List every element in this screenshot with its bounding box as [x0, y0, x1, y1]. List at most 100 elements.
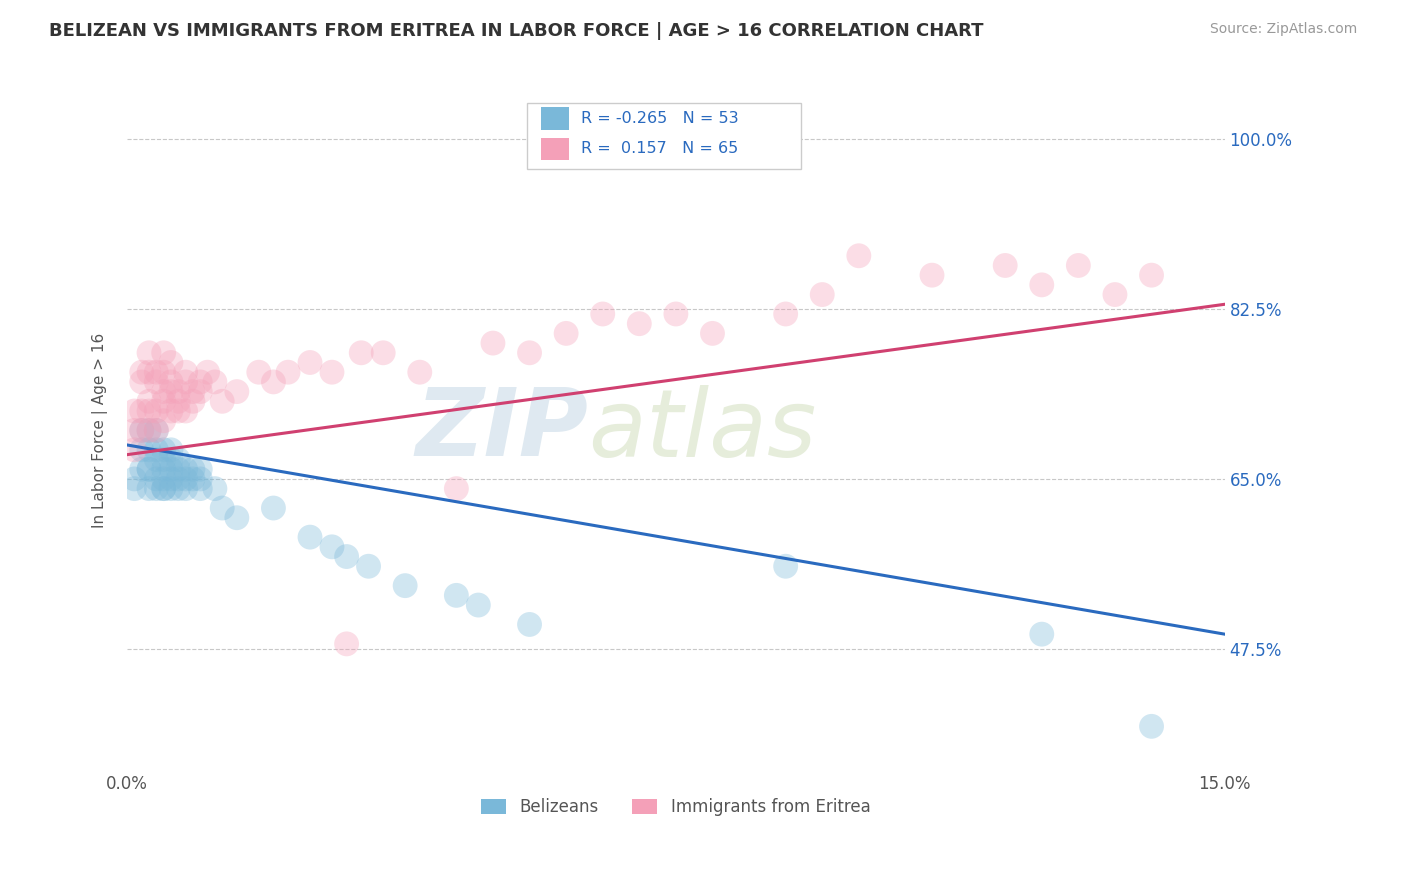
- Text: ZIP: ZIP: [415, 384, 588, 476]
- Text: R =  0.157   N = 65: R = 0.157 N = 65: [581, 142, 738, 156]
- Point: [160, 442, 183, 457]
- Point: [1140, 719, 1163, 733]
- Point: [321, 365, 343, 379]
- Point: [373, 346, 395, 360]
- Point: [665, 307, 688, 321]
- Point: [321, 540, 343, 554]
- Point: [446, 482, 468, 496]
- Point: [138, 365, 160, 379]
- Point: [181, 384, 204, 399]
- Point: [145, 424, 167, 438]
- Point: [519, 617, 541, 632]
- Point: [167, 384, 190, 399]
- Point: [131, 424, 153, 438]
- Point: [145, 452, 167, 467]
- Point: [1031, 277, 1053, 292]
- Point: [225, 510, 247, 524]
- Legend: Belizeans, Immigrants from Eritrea: Belizeans, Immigrants from Eritrea: [475, 791, 877, 822]
- Point: [145, 365, 167, 379]
- Point: [131, 462, 153, 476]
- Point: [188, 384, 211, 399]
- Y-axis label: In Labor Force | Age > 16: In Labor Force | Age > 16: [93, 333, 108, 528]
- Point: [152, 452, 174, 467]
- Point: [174, 462, 197, 476]
- Text: R = -0.265   N = 53: R = -0.265 N = 53: [581, 112, 738, 126]
- Point: [811, 287, 834, 301]
- Point: [167, 482, 190, 496]
- Point: [350, 346, 373, 360]
- Point: [167, 462, 190, 476]
- Point: [160, 462, 183, 476]
- Point: [298, 355, 321, 369]
- Point: [204, 375, 226, 389]
- Point: [336, 637, 359, 651]
- Point: [174, 472, 197, 486]
- Point: [394, 579, 416, 593]
- Point: [181, 472, 204, 486]
- Point: [1104, 287, 1126, 301]
- Point: [1031, 627, 1053, 641]
- Point: [160, 452, 183, 467]
- Point: [174, 375, 197, 389]
- Point: [138, 482, 160, 496]
- Point: [262, 375, 284, 389]
- Point: [775, 559, 797, 574]
- Point: [160, 375, 183, 389]
- Point: [702, 326, 724, 341]
- Point: [225, 384, 247, 399]
- Point: [1067, 259, 1090, 273]
- Point: [775, 307, 797, 321]
- Point: [138, 462, 160, 476]
- Point: [211, 501, 233, 516]
- Point: [592, 307, 614, 321]
- Point: [160, 472, 183, 486]
- Point: [138, 442, 160, 457]
- Point: [152, 414, 174, 428]
- Point: [152, 482, 174, 496]
- Point: [181, 462, 204, 476]
- Point: [124, 424, 146, 438]
- Point: [357, 559, 380, 574]
- Point: [174, 365, 197, 379]
- Point: [124, 442, 146, 457]
- Point: [131, 424, 153, 438]
- Point: [174, 482, 197, 496]
- Point: [197, 365, 219, 379]
- Point: [145, 442, 167, 457]
- Point: [138, 462, 160, 476]
- Point: [152, 462, 174, 476]
- Point: [204, 482, 226, 496]
- Point: [247, 365, 270, 379]
- Point: [124, 482, 146, 496]
- Point: [167, 472, 190, 486]
- Point: [145, 424, 167, 438]
- Point: [131, 365, 153, 379]
- Point: [160, 355, 183, 369]
- Point: [160, 384, 183, 399]
- Point: [131, 442, 153, 457]
- Point: [145, 375, 167, 389]
- Point: [994, 259, 1017, 273]
- Point: [131, 404, 153, 418]
- Point: [555, 326, 578, 341]
- Point: [138, 404, 160, 418]
- Point: [1140, 268, 1163, 282]
- Point: [145, 404, 167, 418]
- Point: [145, 482, 167, 496]
- Point: [848, 249, 870, 263]
- Point: [167, 452, 190, 467]
- Point: [188, 462, 211, 476]
- Point: [446, 588, 468, 602]
- Point: [628, 317, 651, 331]
- Point: [409, 365, 432, 379]
- Point: [174, 404, 197, 418]
- Point: [138, 424, 160, 438]
- Point: [921, 268, 943, 282]
- Point: [277, 365, 299, 379]
- Point: [138, 424, 160, 438]
- Point: [336, 549, 359, 564]
- Point: [482, 336, 505, 351]
- Point: [152, 394, 174, 409]
- Point: [138, 394, 160, 409]
- Point: [262, 501, 284, 516]
